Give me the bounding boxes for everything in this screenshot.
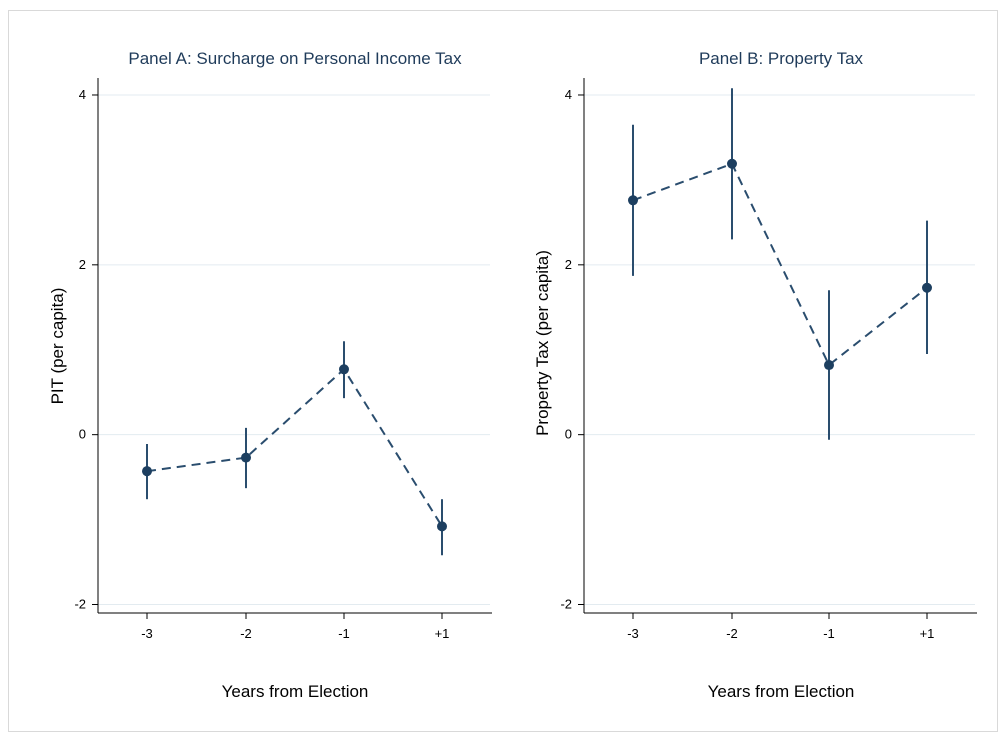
panel-b-x-tick-label: +1: [920, 626, 935, 641]
panel-a-x-tick-label: -1: [338, 626, 350, 641]
figure-frame: [8, 10, 998, 732]
panel-a-x-tick-label: +1: [435, 626, 450, 641]
panel-a-data-point: [142, 466, 152, 477]
panel-a-data-point: [241, 452, 251, 463]
panel-a-x-tick-label: -3: [141, 626, 153, 641]
panel-b-x-tick-label: -2: [726, 626, 738, 641]
panel-a-y-tick-label: 2: [79, 257, 86, 272]
panel-a-x-tick-label: -2: [240, 626, 252, 641]
panel-a-data-point: [339, 364, 349, 375]
panel-b-data-point: [628, 195, 638, 206]
panel-b-data-point: [824, 360, 834, 371]
panel-b-y-tick-label: 0: [565, 427, 572, 442]
panel-b-y-axis-title: Property Tax (per capita): [533, 250, 552, 436]
panel-a-data-point: [437, 521, 447, 532]
panel-b-x-tick-label: -1: [823, 626, 835, 641]
panel-a-title: Panel A: Surcharge on Personal Income Ta…: [128, 49, 462, 68]
panel-a-y-tick-label: -2: [74, 597, 86, 612]
panel-a-y-axis-title: PIT (per capita): [48, 288, 67, 405]
panel-b-series-line: [632, 162, 928, 367]
panel-b-x-tick-label: -3: [627, 626, 639, 641]
panel-a-x-axis-title: Years from Election: [222, 682, 369, 701]
panel-b-y-tick-label: -2: [560, 597, 572, 612]
panel-b-y-tick-label: 2: [565, 257, 572, 272]
panel-a: Panel A: Surcharge on Personal Income Ta…: [48, 49, 492, 701]
panel-a-y-tick-label: 0: [79, 427, 86, 442]
panel-b-title: Panel B: Property Tax: [699, 49, 864, 68]
panel-a-y-tick-label: 4: [79, 87, 86, 102]
panel-b-data-point: [922, 282, 932, 293]
panel-b-x-axis-title: Years from Election: [708, 682, 855, 701]
panel-b-y-tick-label: 4: [565, 87, 572, 102]
panel-b-data-point: [727, 158, 737, 169]
panel-a-series-line: [146, 367, 443, 527]
panel-b: Panel B: Property Tax Years from Electio…: [533, 49, 977, 701]
